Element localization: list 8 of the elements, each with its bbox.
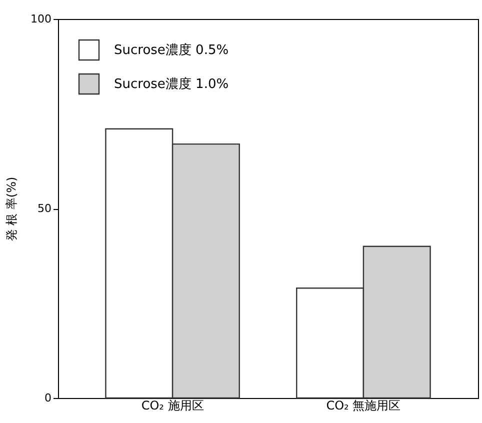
y-tick-label: 0 [44,392,52,404]
y-axis-title: 発 根 率(%) [4,176,19,242]
y-tick-label: 50 [38,202,52,215]
legend-label: Sucrose濃度 0.5% [114,42,229,58]
legend-label: Sucrose濃度 1.0% [114,76,229,92]
y-tick-label: 100 [30,12,52,26]
x-tick-label: CO₂ 施用区 [141,398,204,412]
x-tick-label: CO₂ 無施用区 [326,398,401,412]
